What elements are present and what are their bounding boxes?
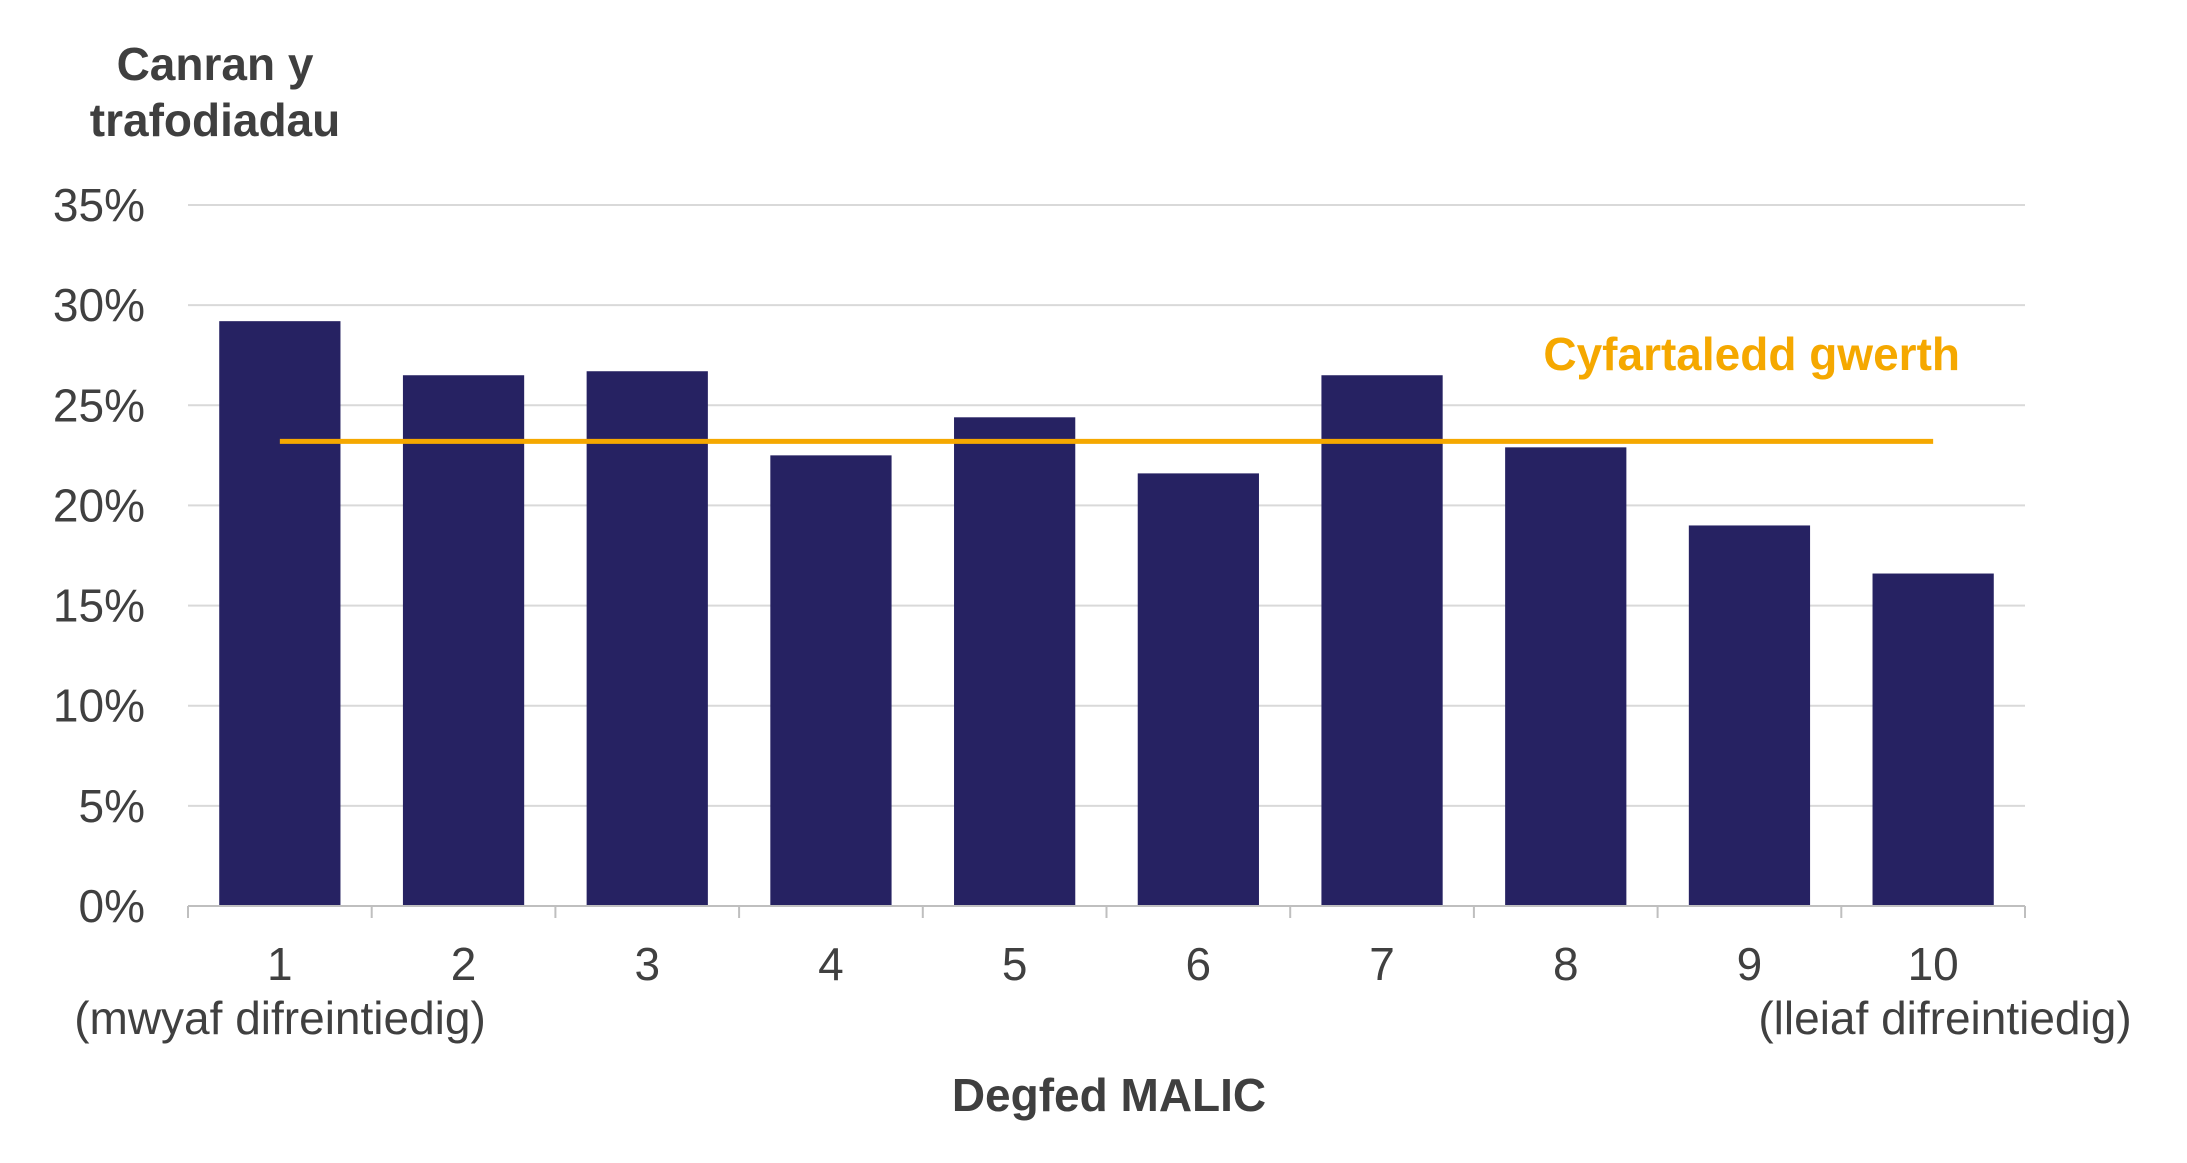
x-tick-label: 4 xyxy=(818,938,844,990)
x-tick-label: 2 xyxy=(451,938,477,990)
y-tick-label: 0% xyxy=(79,880,145,932)
y-axis-title-line-1: Canran y xyxy=(117,38,314,90)
bar xyxy=(219,321,341,906)
bar xyxy=(770,455,892,906)
x-tick-label: 3 xyxy=(634,938,660,990)
x-tick-label: 1 xyxy=(267,938,293,990)
bars xyxy=(219,321,1994,906)
y-tick-label: 20% xyxy=(53,479,145,531)
y-axis-title-line-2: trafodiadau xyxy=(90,94,340,146)
average-line-group: Cyfartaledd gwerth xyxy=(279,328,1960,444)
bar xyxy=(1321,375,1443,906)
bar xyxy=(1872,573,1994,906)
average-label: Cyfartaledd gwerth xyxy=(1543,328,1960,380)
bar xyxy=(1505,447,1627,906)
x-tick-label: 7 xyxy=(1369,938,1395,990)
x-axis-title: Degfed MALIC xyxy=(952,1069,1266,1121)
x-tick-label: 9 xyxy=(1737,938,1763,990)
x-axis-labels: 1 2 3 4 5 6 7 8 9 10 xyxy=(267,938,1959,990)
y-tick-label: 25% xyxy=(53,379,145,431)
x-tick-label: 8 xyxy=(1553,938,1579,990)
x-axis xyxy=(187,905,2026,918)
bar xyxy=(1137,473,1259,906)
x-sublabel-most-deprived: (mwyaf difreintiedig) xyxy=(74,992,486,1044)
x-tick-label: 6 xyxy=(1186,938,1212,990)
bar xyxy=(954,417,1076,906)
y-tick-label: 30% xyxy=(53,279,145,331)
bar xyxy=(586,371,708,906)
x-sublabel-least-deprived: (lleiaf difreintiedig) xyxy=(1758,992,2131,1044)
y-tick-label: 35% xyxy=(53,179,145,231)
y-tick-label: 5% xyxy=(79,780,145,832)
x-tick-label: 10 xyxy=(1908,938,1959,990)
bar xyxy=(1688,525,1811,906)
bar xyxy=(402,375,525,906)
y-tick-label: 15% xyxy=(53,580,145,632)
y-tick-label: 10% xyxy=(53,680,145,732)
x-tick-label: 5 xyxy=(1002,938,1028,990)
y-axis-ticks: 0% 5% 10% 15% 20% 25% 30% 35% xyxy=(53,179,145,932)
